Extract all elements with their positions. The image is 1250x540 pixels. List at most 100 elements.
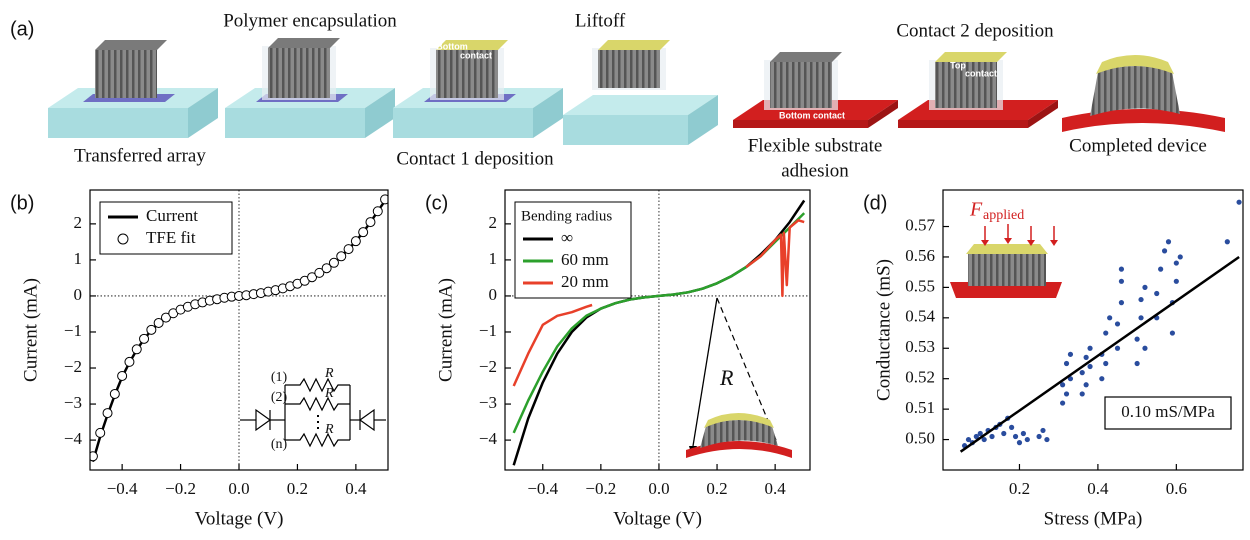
nanowire-array: [268, 48, 330, 98]
marker: [118, 371, 127, 380]
x-tick-label: −0.2: [585, 479, 616, 498]
marker: [337, 252, 346, 261]
marker: [140, 334, 149, 343]
x-axis-title: Voltage (V): [195, 508, 284, 529]
point: [1084, 355, 1089, 360]
curved-substrate: [1062, 109, 1225, 132]
bending-inset: [686, 298, 792, 458]
marker: [373, 207, 382, 216]
point: [1080, 370, 1085, 375]
y-tick-label: 0.50: [905, 428, 935, 447]
point: [1103, 330, 1108, 335]
x-tick-label: 0.2: [706, 479, 727, 498]
point: [1119, 300, 1124, 305]
panel-label: (a): [10, 18, 34, 40]
inset-label: contact: [460, 50, 492, 60]
y-axis-title: Current (mA): [435, 278, 456, 382]
point: [1162, 248, 1167, 253]
point: [1119, 267, 1124, 272]
y-tick-label: 0.51: [905, 398, 935, 417]
point: [1017, 440, 1022, 445]
caption: Contact 1 deposition: [396, 148, 554, 169]
x-axis-title: Voltage (V): [613, 508, 702, 529]
point: [1013, 434, 1018, 439]
legend-label: Current: [146, 206, 198, 225]
inset-label: contact: [965, 68, 997, 78]
point: [1158, 267, 1163, 272]
panel-a: [48, 38, 1225, 145]
marker: [103, 409, 112, 418]
array-top: [95, 40, 167, 50]
annotation: (1): [271, 370, 288, 385]
point: [1135, 361, 1140, 366]
y-tick-label: 0.54: [905, 307, 935, 326]
point: [1001, 431, 1006, 436]
caption: Flexible substrate: [748, 135, 883, 156]
panel-label: (b): [10, 192, 34, 214]
point: [1174, 260, 1179, 265]
x-tick-label: 0.0: [648, 479, 669, 498]
inset-label: Top: [950, 60, 966, 70]
x-tick-label: 0.4: [1087, 479, 1109, 498]
y-tick-label: −1: [479, 321, 497, 340]
point: [1142, 285, 1147, 290]
point: [1036, 434, 1041, 439]
x-tick-label: −0.2: [165, 479, 196, 498]
y-tick-label: 1: [489, 249, 498, 268]
x-tick-label: −0.4: [107, 479, 138, 498]
annotation: R: [324, 366, 334, 381]
point: [1138, 315, 1143, 320]
point: [1115, 321, 1120, 326]
y-tick-label: −1: [64, 321, 82, 340]
y-tick-label: −4: [64, 429, 83, 448]
substrate-front: [898, 120, 1028, 128]
legend-label: 60 mm: [561, 250, 609, 269]
point: [989, 434, 994, 439]
point: [1025, 437, 1030, 442]
y-tick-label: 2: [74, 213, 83, 232]
point: [1064, 391, 1069, 396]
annotation: R: [324, 386, 334, 401]
caption: Polymer encapsulation: [223, 10, 397, 31]
y-axis-title: Current (mA): [20, 278, 41, 382]
point: [1009, 425, 1014, 430]
caption: Completed device: [1069, 135, 1207, 156]
y-tick-label: 0: [74, 285, 83, 304]
point: [1225, 239, 1230, 244]
marker: [125, 357, 134, 366]
annotation: (2): [271, 390, 288, 405]
marker: [351, 237, 360, 246]
marker: [96, 428, 105, 437]
curved-array: [1090, 66, 1180, 116]
caption: adhesion: [781, 160, 849, 181]
substrate-front: [225, 108, 365, 138]
point: [1087, 364, 1092, 369]
x-tick-label: 0.2: [1009, 479, 1030, 498]
y-tick-label: 0: [489, 285, 498, 304]
legend-title: Bending radius: [521, 208, 612, 224]
x-axis-title: Stress (MPa): [1044, 508, 1143, 529]
array-top: [598, 40, 670, 50]
annotation: R: [719, 365, 734, 390]
legend-label: TFE fit: [146, 228, 196, 247]
point: [1087, 346, 1092, 351]
marker: [329, 258, 338, 267]
y-tick-label: −2: [479, 357, 497, 376]
y-tick-label: −2: [64, 357, 82, 376]
y-tick-label: −3: [64, 393, 82, 412]
y-tick-label: 2: [489, 213, 498, 232]
nanowire-array: [770, 62, 832, 108]
marker: [366, 218, 375, 227]
array-top: [935, 52, 1007, 62]
point: [1138, 297, 1143, 302]
marker: [132, 345, 141, 354]
point: [1103, 361, 1108, 366]
legend-swatch: [118, 234, 128, 244]
legend-label: ∞: [561, 228, 573, 247]
marker: [359, 228, 368, 237]
point: [1178, 254, 1183, 259]
point: [1060, 400, 1065, 405]
point: [1166, 239, 1171, 244]
point: [1142, 346, 1147, 351]
